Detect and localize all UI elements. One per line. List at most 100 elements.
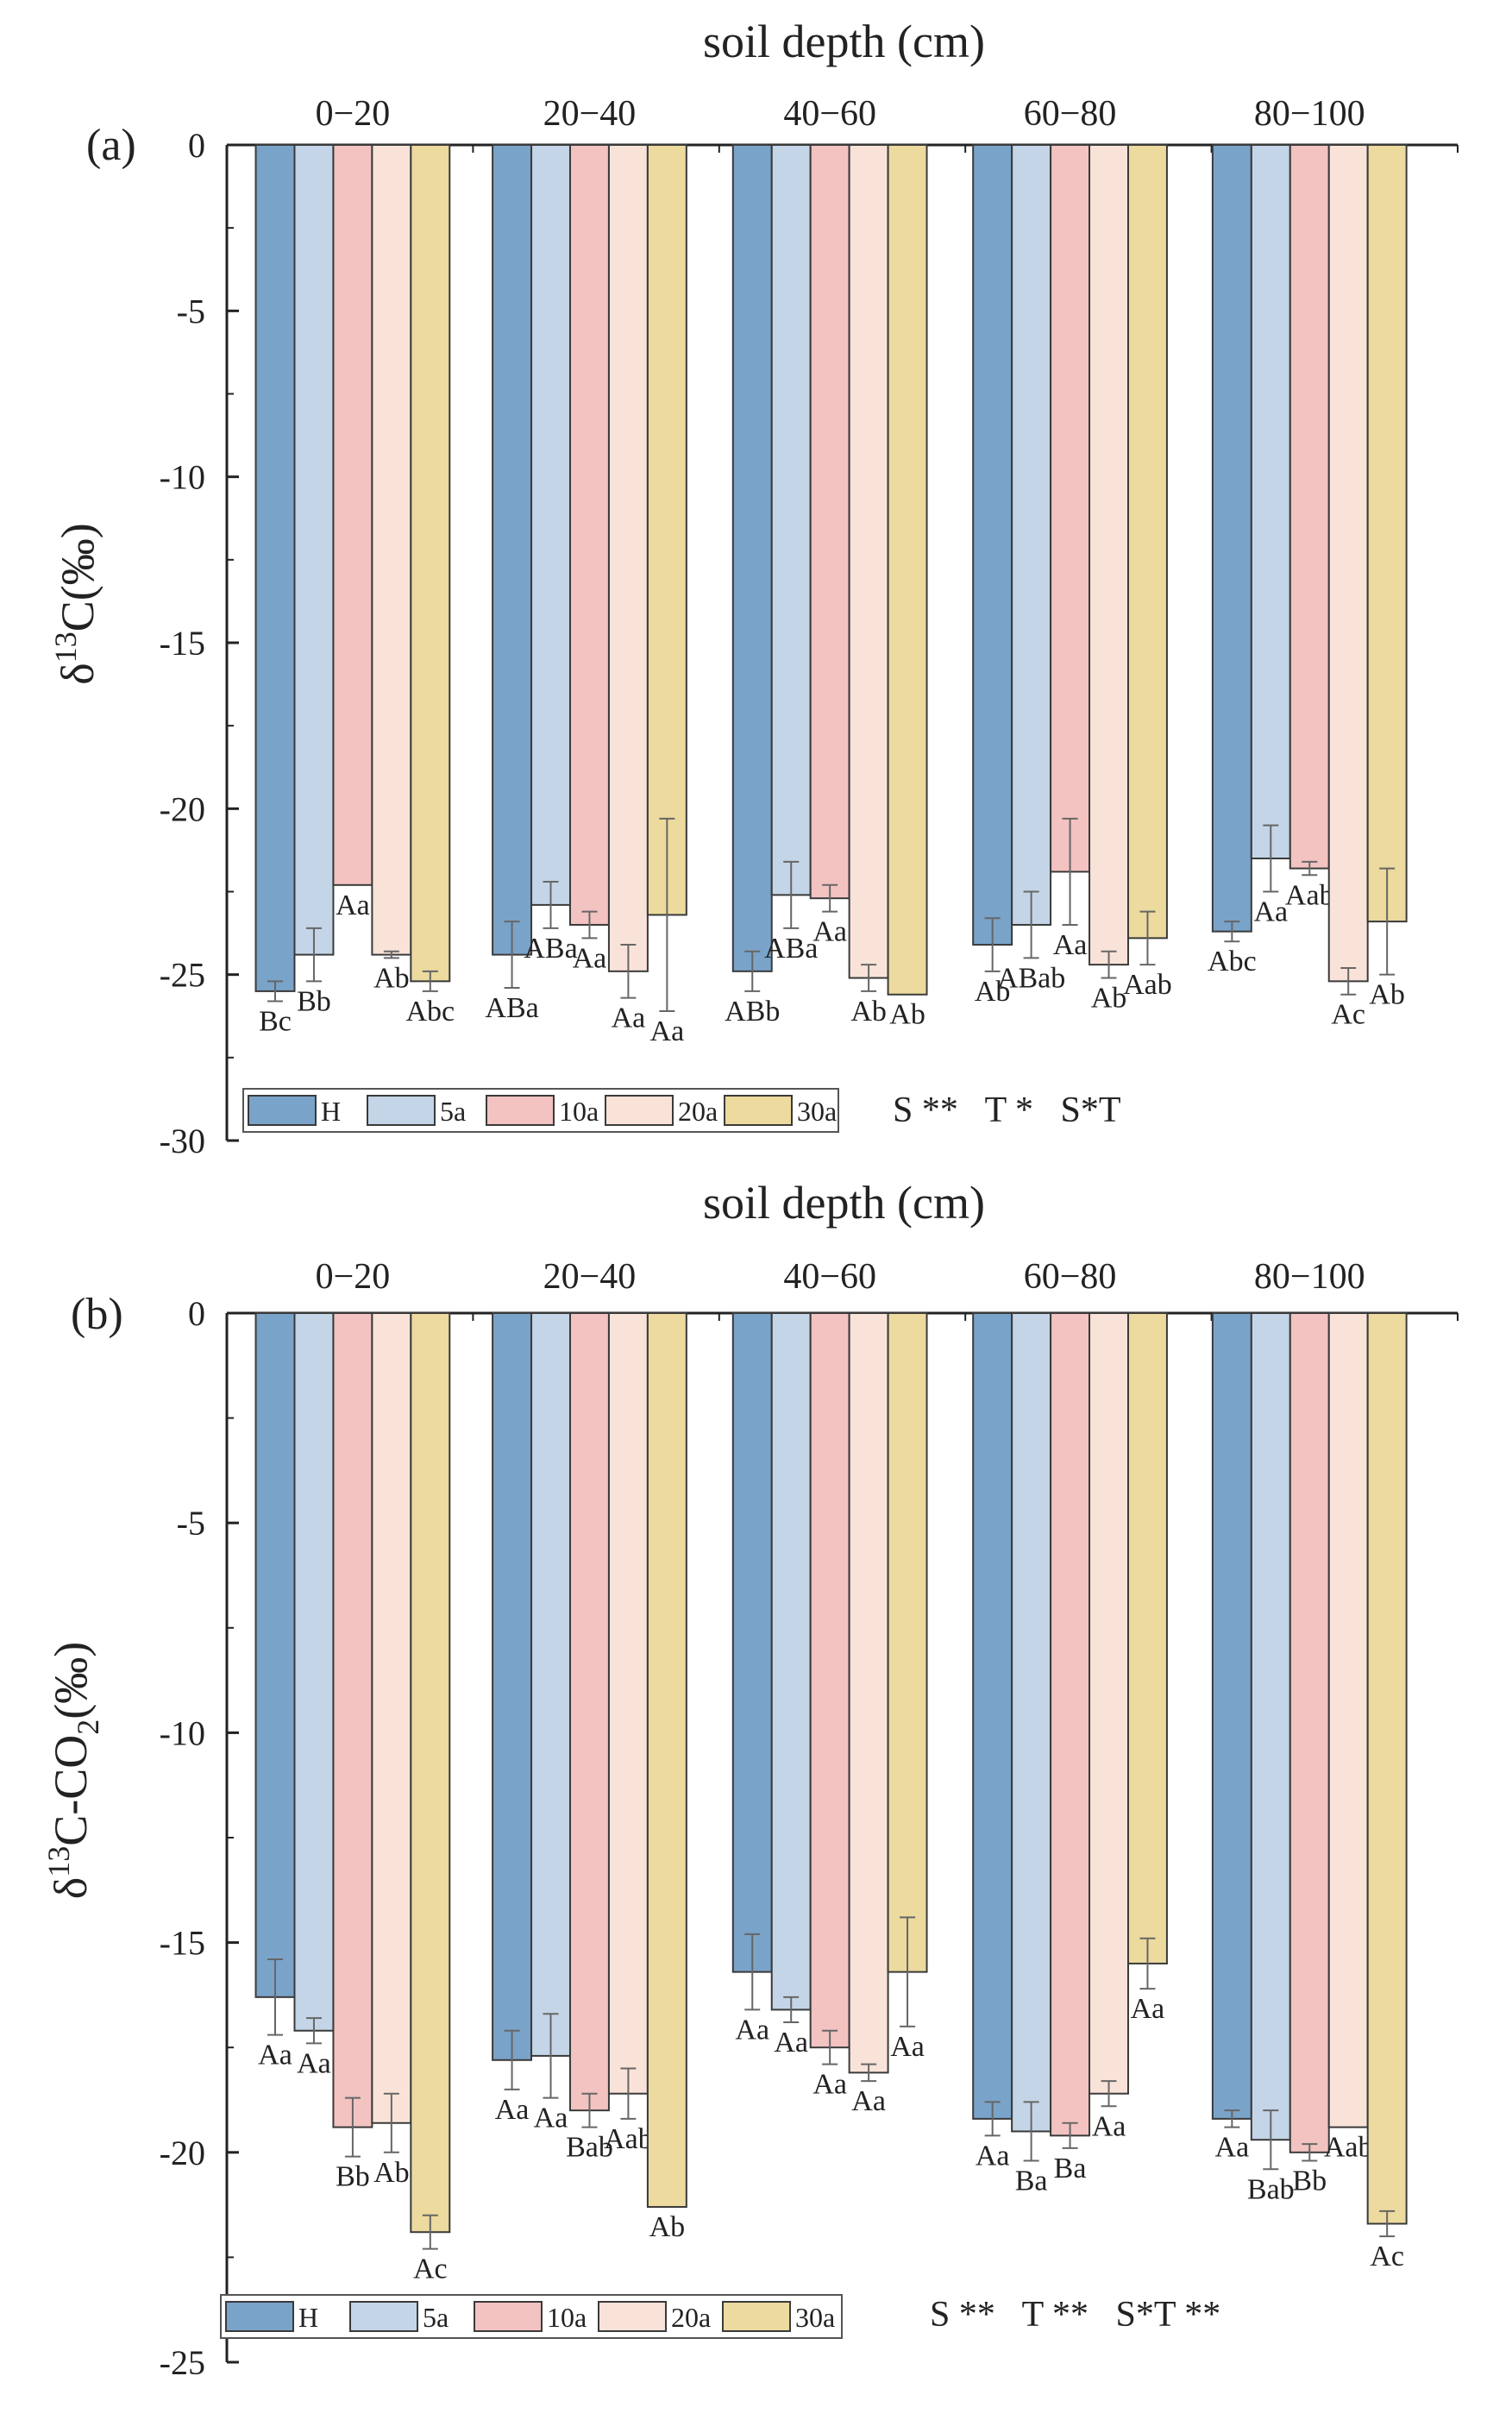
bar-30a-0−20 xyxy=(410,144,451,983)
significance-label: Ac xyxy=(413,2253,448,2285)
significance-label: Aa xyxy=(812,916,847,948)
significance-label: ABa xyxy=(485,992,538,1024)
bar-20a-20−40 xyxy=(607,1312,649,2095)
legend-swatch-5a xyxy=(367,1095,436,1126)
bar-5a-80−100 xyxy=(1250,144,1291,860)
significance-label: Aa xyxy=(612,1003,646,1034)
bar-10a-0−20 xyxy=(332,144,373,886)
bar-H-80−100 xyxy=(1211,144,1252,933)
bar-10a-80−100 xyxy=(1289,1312,1330,2153)
chart-panel-a: 0 -5 -10 -15 -20 -25 -30 soil depth (cm) (a) δ13C… xyxy=(48,16,1459,1160)
y-tick-label: -10 xyxy=(160,1713,205,1752)
depth-label: 80−100 xyxy=(1254,94,1365,134)
legend-swatch-20a xyxy=(605,1095,674,1126)
significance-label: Aa xyxy=(1131,1993,1165,2025)
significance-label: Ba xyxy=(1015,2165,1048,2197)
significance-label: ABa xyxy=(524,933,577,965)
significance-label: Aa xyxy=(976,2140,1010,2172)
bar-10a-40−60 xyxy=(809,144,850,900)
depth-label: 20−40 xyxy=(543,1257,637,1297)
significance-label: Ab xyxy=(373,962,410,994)
y-tick-label: -15 xyxy=(160,1924,205,1963)
significance-label: Ab xyxy=(975,976,1011,1008)
bar-H-20−40 xyxy=(492,1312,533,2061)
significance-label: Ab xyxy=(850,996,887,1028)
legend-swatch-10a xyxy=(486,1095,555,1126)
bar-5a-60−80 xyxy=(1011,1312,1052,2133)
bar-H-40−60 xyxy=(731,1312,773,1973)
y-axis-title: δ13C(‰) xyxy=(48,523,104,684)
y-tick-label: -15 xyxy=(160,624,205,663)
significance-label: Ab xyxy=(1091,983,1127,1015)
bar-H-60−80 xyxy=(972,1312,1013,2120)
significance-label: Aab xyxy=(1324,2132,1373,2164)
legend: H 5a 10a 20a 30a xyxy=(242,1088,839,1133)
significance-label: Abc xyxy=(1208,946,1257,977)
bar-H-20−40 xyxy=(492,144,533,956)
stats-annotation: S ** T ** S*T ** xyxy=(930,2295,1220,2335)
bar-5a-20−40 xyxy=(530,1312,571,2057)
bar-20a-40−60 xyxy=(848,144,889,979)
legend: H 5a 10a 20a 30a xyxy=(220,2294,843,2339)
legend-label: 30a xyxy=(795,2302,835,2333)
bar-5a-80−100 xyxy=(1250,1312,1291,2141)
depth-label: 40−60 xyxy=(783,94,876,134)
significance-label: Ac xyxy=(1370,2241,1404,2272)
bar-30a-60−80 xyxy=(1126,1312,1168,1964)
bar-10a-20−40 xyxy=(568,144,610,926)
y-axis-title: δ13C-CO2(‰) xyxy=(41,1642,105,1899)
significance-label: Bc xyxy=(259,1005,292,1037)
legend-label: 20a xyxy=(678,1096,718,1127)
bar-5a-60−80 xyxy=(1011,144,1052,926)
significance-label: Bb xyxy=(1292,2165,1327,2197)
legend-swatch-5a xyxy=(349,2301,418,2332)
y-axis-title-main: δ xyxy=(45,1877,97,1899)
y-tick-label: -10 xyxy=(160,458,205,497)
bar-10a-60−80 xyxy=(1050,144,1091,873)
legend-label: 10a xyxy=(547,2302,587,2333)
significance-label: Ab xyxy=(373,2157,410,2189)
legend-label: H xyxy=(321,1096,341,1127)
bar-30a-20−40 xyxy=(646,1312,687,2209)
bar-H-0−20 xyxy=(254,1312,296,1998)
bar-5a-0−20 xyxy=(293,144,335,956)
y-tick-label: 0 xyxy=(188,1294,205,1333)
y-tick-label: -25 xyxy=(160,956,205,995)
bar-5a-0−20 xyxy=(293,1312,335,2032)
significance-label: Abc xyxy=(405,996,455,1028)
bar-20a-60−80 xyxy=(1089,144,1129,966)
significance-label: Ac xyxy=(1331,999,1365,1031)
significance-label: Aa xyxy=(495,2094,530,2126)
significance-label: ABa xyxy=(764,933,818,965)
legend-swatch-H xyxy=(248,1095,317,1126)
depth-label: 40−60 xyxy=(783,1257,876,1297)
depth-label: 60−80 xyxy=(1024,94,1117,134)
significance-label: Aab xyxy=(1285,879,1334,911)
bar-20a-40−60 xyxy=(848,1312,889,2074)
legend-label: 10a xyxy=(559,1096,599,1127)
y-tick-label: -20 xyxy=(160,789,205,828)
significance-label: Aa xyxy=(1092,2110,1126,2142)
legend-label: 5a xyxy=(440,1096,466,1127)
bar-30a-20−40 xyxy=(646,144,687,916)
x-axis-title: soil depth (cm) xyxy=(703,1177,985,1229)
significance-label: Bb xyxy=(297,985,331,1017)
bar-30a-80−100 xyxy=(1366,144,1408,923)
significance-label: Aa xyxy=(1053,929,1088,961)
stats-annotation: S ** T * S*T xyxy=(893,1091,1121,1130)
significance-label: Aa xyxy=(1215,2132,1250,2164)
y-axis-title-sup: 13 xyxy=(48,632,83,663)
bar-H-60−80 xyxy=(972,144,1013,946)
significance-label: ABab xyxy=(997,962,1065,994)
bar-10a-60−80 xyxy=(1050,1312,1091,2137)
significance-label: Aa xyxy=(890,2031,925,2063)
significance-label: ABb xyxy=(725,996,780,1028)
bar-30a-40−60 xyxy=(887,1312,928,1973)
significance-label: Aa xyxy=(258,2040,292,2071)
significance-label: Ab xyxy=(649,2211,686,2243)
significance-label: Bb xyxy=(336,2161,370,2193)
legend-swatch-30a xyxy=(722,2301,791,2332)
bar-5a-40−60 xyxy=(770,1312,812,2011)
legend-label: 5a xyxy=(423,2302,449,2333)
depth-label: 0−20 xyxy=(316,1257,391,1297)
